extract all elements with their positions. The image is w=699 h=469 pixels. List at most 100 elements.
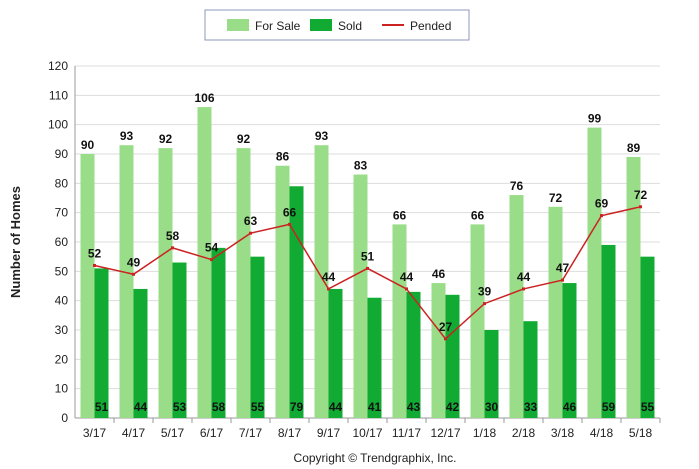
bar-for-sale [275, 165, 290, 418]
label-sold: 41 [368, 400, 382, 414]
y-tick-label: 110 [49, 88, 68, 102]
y-tick-label: 30 [55, 323, 69, 337]
bar-for-sale [197, 107, 212, 419]
bar-for-sale [626, 156, 641, 418]
label-pended: 39 [478, 285, 492, 299]
pended-point [522, 287, 525, 291]
x-tick-label: 8/17 [278, 426, 302, 440]
bar-sold [562, 283, 577, 418]
pended-point [366, 266, 369, 270]
label-pended: 51 [361, 249, 375, 263]
bar-sold [133, 288, 148, 418]
label-for-sale: 92 [159, 132, 173, 146]
bar-sold [640, 256, 655, 418]
legend-label-for-sale: For Sale [255, 19, 301, 33]
label-for-sale: 66 [393, 208, 407, 222]
legend: For Sale Sold Pended [204, 9, 470, 41]
label-for-sale: 66 [471, 208, 485, 222]
bar-for-sale [548, 206, 563, 418]
bar-sold [445, 294, 460, 418]
legend-swatch-for-sale [227, 19, 249, 31]
bar-sold [367, 297, 382, 418]
label-pended: 63 [244, 214, 258, 228]
label-sold: 30 [485, 400, 499, 414]
bar-for-sale [236, 148, 251, 418]
label-for-sale: 86 [276, 150, 290, 164]
x-tick-label: 5/17 [161, 426, 185, 440]
bar-for-sale [587, 127, 602, 418]
label-sold: 42 [446, 400, 460, 414]
label-for-sale: 76 [510, 179, 524, 193]
x-tick-label: 3/17 [83, 426, 107, 440]
y-tick-label: 120 [48, 59, 68, 73]
bar-sold [289, 186, 304, 418]
bar-sold [484, 330, 499, 418]
y-tick-label: 10 [55, 382, 69, 396]
label-for-sale: 90 [81, 138, 95, 152]
legend-label-pended: Pended [410, 19, 451, 33]
y-tick-label: 50 [55, 264, 69, 278]
y-tick-label: 0 [61, 411, 68, 425]
bar-sold [328, 288, 343, 418]
label-pended: 54 [205, 241, 219, 255]
label-pended: 44 [517, 270, 531, 284]
bar-for-sale [158, 148, 173, 418]
x-tick-label: 4/18 [590, 426, 614, 440]
x-tick-label: 5/18 [629, 426, 653, 440]
label-sold: 46 [563, 400, 577, 414]
bar-sold [406, 291, 421, 418]
label-sold: 44 [329, 400, 343, 414]
bar-sold [601, 244, 616, 418]
legend-label-sold: Sold [338, 19, 362, 33]
pended-point [639, 205, 642, 209]
bar-sold [211, 247, 226, 418]
bars [80, 107, 655, 419]
pended-point [327, 287, 330, 291]
label-sold: 55 [251, 400, 265, 414]
label-pended: 69 [595, 197, 609, 211]
pended-point [132, 272, 135, 276]
label-for-sale: 106 [194, 91, 214, 105]
label-for-sale: 93 [120, 129, 134, 143]
pended-point [171, 246, 174, 250]
x-tick-label: 11/17 [392, 426, 421, 440]
bar-sold [523, 321, 538, 418]
legend-swatch-sold [310, 19, 332, 31]
pended-point [444, 337, 447, 341]
data-labels: 90 51 93 44 92 53 106 58 92 55 86 79 93 44 83 41 66 43 46 4… [81, 91, 655, 414]
x-tick-label: 10/17 [352, 426, 382, 440]
bar-for-sale [353, 174, 368, 418]
bar-for-sale [392, 224, 407, 418]
label-for-sale: 89 [627, 141, 641, 155]
label-for-sale: 93 [315, 129, 329, 143]
label-pended: 44 [400, 270, 414, 284]
x-tick-label: 7/17 [239, 426, 263, 440]
label-for-sale: 46 [432, 267, 446, 281]
label-pended: 44 [322, 270, 336, 284]
label-pended: 58 [166, 229, 180, 243]
pended-point [210, 258, 213, 262]
pended-point [288, 222, 291, 226]
pended-point [93, 263, 96, 267]
copyright-text: Copyright © Trendgraphix, Inc. [294, 451, 457, 465]
label-for-sale: 99 [588, 112, 602, 126]
label-sold: 51 [95, 400, 109, 414]
x-tick-label: 12/17 [430, 426, 460, 440]
y-tick-label: 20 [55, 352, 69, 366]
pended-point [600, 214, 603, 218]
pended-point [405, 287, 408, 291]
label-pended: 47 [556, 261, 570, 275]
y-tick-label: 90 [55, 147, 69, 161]
label-pended: 27 [439, 320, 453, 334]
x-tick-label: 6/17 [200, 426, 224, 440]
bar-for-sale [80, 154, 95, 418]
bar-sold [172, 262, 187, 418]
pended-point [483, 302, 486, 306]
x-tick-label: 3/18 [551, 426, 575, 440]
label-sold: 79 [290, 400, 304, 414]
y-tick-label: 100 [48, 118, 68, 132]
label-sold: 59 [602, 400, 616, 414]
y-tick-label: 80 [55, 176, 69, 190]
